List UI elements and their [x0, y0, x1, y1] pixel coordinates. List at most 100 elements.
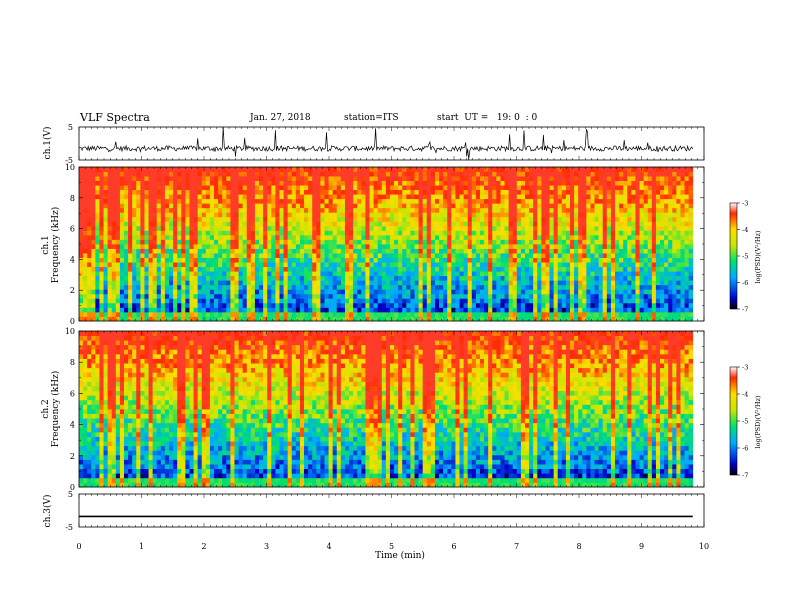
heatmap-cell: [312, 275, 317, 281]
heatmap-cell: [463, 289, 469, 295]
heatmap-cell: [610, 244, 616, 249]
heatmap-cell: [623, 284, 628, 290]
heatmap-cell: [524, 271, 530, 277]
heatmap-cell: [140, 167, 145, 172]
heatmap-cell: [214, 176, 219, 181]
heatmap-cell: [209, 289, 215, 295]
heatmap-cell: [561, 225, 567, 231]
heatmap-cell: [602, 248, 608, 254]
heatmap-cell: [602, 262, 608, 268]
heatmap-cell: [553, 180, 559, 186]
heatmap-cell: [295, 293, 301, 299]
heatmap-cell: [222, 189, 227, 195]
heatmap-cell: [647, 266, 653, 272]
heatmap-cell: [586, 234, 591, 240]
heatmap-cell: [553, 253, 559, 258]
heatmap-cell: [434, 293, 440, 299]
heatmap-cell: [344, 248, 350, 254]
heatmap-cell: [140, 266, 145, 272]
heatmap-cell: [516, 171, 522, 177]
heatmap-cell: [389, 280, 395, 286]
heatmap-cell: [619, 253, 624, 258]
heatmap-cell: [500, 234, 505, 240]
heatmap-cell: [83, 311, 88, 317]
heatmap-cell: [402, 234, 407, 240]
heatmap-cell: [533, 275, 538, 281]
heatmap-cell: [606, 280, 612, 286]
heatmap-cell: [455, 180, 460, 186]
heatmap-cell: [475, 176, 481, 181]
heatmap-cell: [271, 248, 276, 254]
heatmap-cell: [524, 289, 530, 295]
heatmap-cell: [275, 307, 280, 313]
heatmap-cell: [598, 221, 604, 227]
heatmap-cell: [226, 311, 231, 317]
heatmap-cell: [79, 194, 84, 200]
heatmap-cell: [340, 307, 346, 313]
heatmap-cell: [414, 266, 420, 272]
heatmap-cell: [197, 230, 203, 236]
heatmap-cell: [103, 289, 109, 295]
heatmap-cell: [561, 203, 567, 209]
heatmap-cell: [287, 262, 293, 268]
heatmap-cell: [132, 176, 137, 181]
heatmap-cell: [218, 257, 223, 263]
heatmap-cell: [398, 234, 403, 240]
heatmap-cell: [590, 234, 595, 240]
heatmap-cell: [549, 284, 555, 290]
heatmap-cell: [496, 239, 501, 245]
heatmap-cell: [578, 176, 583, 181]
heatmap-cell: [541, 230, 546, 236]
heatmap-cell: [83, 212, 88, 218]
heatmap-cell: [173, 230, 178, 236]
heatmap-cell: [627, 262, 632, 268]
heatmap-cell: [484, 221, 489, 227]
heatmap-cell: [95, 244, 100, 249]
heatmap-cell: [328, 180, 334, 186]
heatmap-cell: [144, 180, 149, 186]
heatmap-cell: [111, 293, 117, 299]
heatmap-cell: [201, 298, 207, 304]
heatmap-cell: [537, 257, 542, 263]
heatmap-cell: [447, 302, 452, 308]
heatmap-cell: [316, 289, 321, 295]
heatmap-cell: [107, 302, 113, 308]
heatmap-cell: [332, 248, 338, 254]
heatmap-cell: [623, 253, 628, 258]
heatmap-cell: [463, 216, 469, 222]
heatmap-cell: [279, 167, 284, 172]
heatmap-cell: [590, 248, 595, 254]
heatmap-cell: [308, 257, 313, 263]
heatmap-cell: [308, 194, 313, 200]
heatmap-cell: [541, 216, 546, 222]
heatmap-cell: [353, 225, 358, 231]
heatmap-cell: [91, 230, 96, 236]
heatmap-cell: [91, 275, 96, 281]
heatmap-cell: [496, 225, 501, 231]
heatmap-cell: [291, 194, 297, 200]
heatmap-cell: [459, 239, 465, 245]
heatmap-cell: [631, 275, 636, 281]
heatmap-cell: [443, 203, 448, 209]
heatmap-cell: [488, 248, 493, 254]
heatmap-cell: [218, 203, 223, 209]
heatmap-cell: [242, 266, 248, 272]
heatmap-cell: [332, 271, 338, 277]
heatmap-cell: [434, 316, 440, 322]
heatmap-cell: [606, 212, 612, 218]
heatmap-cell: [455, 316, 460, 322]
heatmap-cell: [590, 316, 595, 322]
heatmap-cell: [381, 221, 387, 227]
heatmap-cell: [561, 307, 567, 313]
heatmap-cell: [291, 307, 297, 313]
heatmap-cell: [586, 271, 591, 277]
heatmap-cell: [324, 248, 329, 254]
heatmap-cell: [381, 203, 387, 209]
heatmap-cell: [471, 185, 477, 191]
heatmap-cell: [357, 266, 362, 272]
heatmap-cell: [197, 293, 203, 299]
heatmap-cell: [87, 230, 92, 236]
heatmap-cell: [160, 311, 166, 317]
heatmap-cell: [496, 185, 501, 191]
heatmap-cell: [226, 266, 231, 272]
